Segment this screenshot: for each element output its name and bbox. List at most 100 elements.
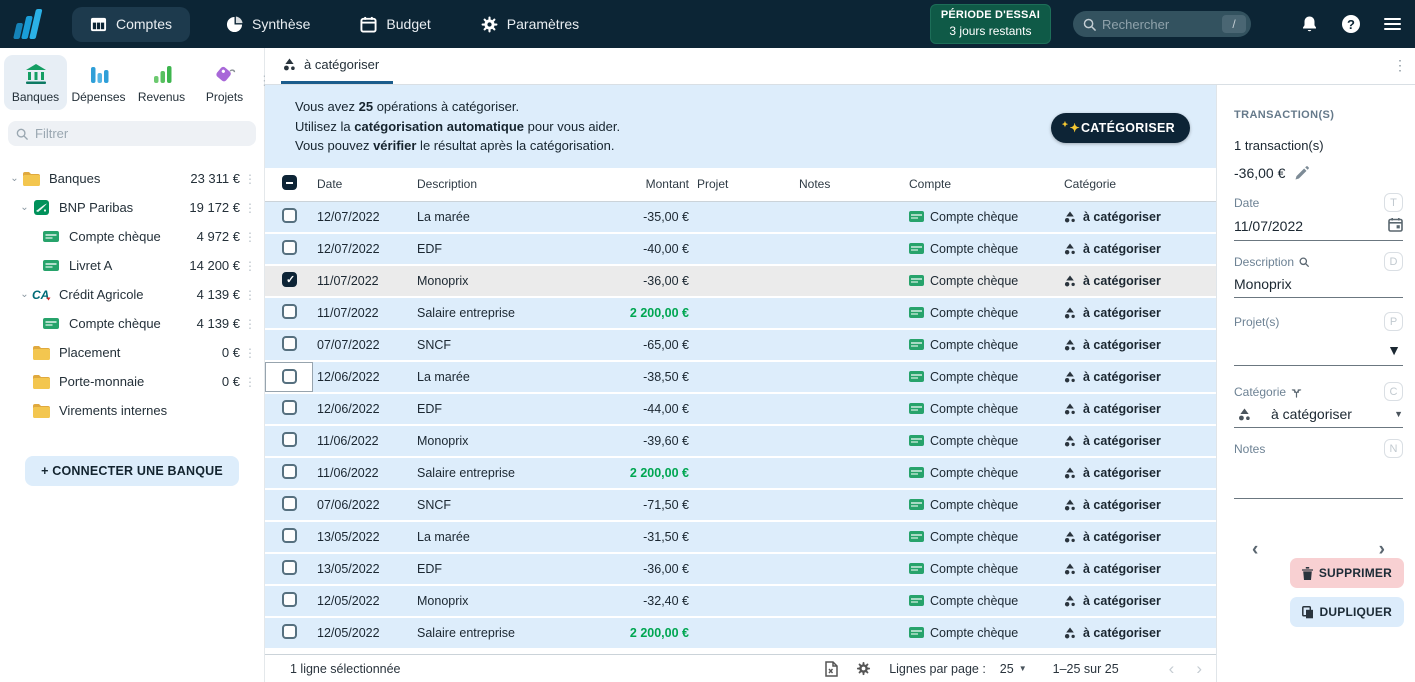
notifications-button[interactable] xyxy=(1301,15,1318,33)
card-icon xyxy=(909,371,924,382)
row-checkbox[interactable] xyxy=(282,336,297,351)
cell-date: 12/06/2022 xyxy=(313,370,413,384)
calendar-icon[interactable] xyxy=(1388,217,1403,235)
tab-a-categoriser[interactable]: à catégoriser xyxy=(281,48,393,84)
nav-item-comptes[interactable]: Comptes xyxy=(72,7,190,42)
notes-input[interactable] xyxy=(1234,480,1403,499)
table-row[interactable]: 12/05/2022 Salaire entreprise 2 200,00 €… xyxy=(265,618,1216,648)
table-row[interactable]: 11/07/2022 Monoprix -36,00 € Compte chèq… xyxy=(265,266,1216,296)
account-filter[interactable] xyxy=(8,121,256,146)
chevron-down-icon[interactable]: ⌄ xyxy=(18,202,31,213)
cell-category[interactable]: à catégoriser xyxy=(1060,274,1215,288)
table-row[interactable]: 11/06/2022 Salaire entreprise 2 200,00 €… xyxy=(265,458,1216,488)
table-row[interactable]: 07/06/2022 SNCF -71,50 € Compte chèque à… xyxy=(265,490,1216,520)
previous-transaction-button[interactable]: ‹ xyxy=(1252,539,1258,561)
table-row[interactable]: 13/05/2022 La marée -31,50 € Compte chèq… xyxy=(265,522,1216,552)
search-input[interactable] xyxy=(1096,17,1222,32)
table-row[interactable]: 13/05/2022 EDF -36,00 € Compte chèque à … xyxy=(265,554,1216,584)
table-settings-button[interactable] xyxy=(856,661,871,676)
account-menu-button[interactable]: ⋮ xyxy=(242,375,258,389)
sidebar-tab-depenses[interactable]: Dépenses xyxy=(67,55,130,110)
cell-category[interactable]: à catégoriser xyxy=(1060,210,1215,224)
sidebar-tab-revenus[interactable]: Revenus xyxy=(130,55,193,110)
help-button[interactable]: ? xyxy=(1342,15,1360,33)
cell-category[interactable]: à catégoriser xyxy=(1060,338,1215,352)
cell-category[interactable]: à catégoriser xyxy=(1060,594,1215,608)
account-menu-button[interactable]: ⋮ xyxy=(242,259,258,273)
account-tree-item[interactable]: ⌄ CA Crédit Agricole 4 139 € ⋮ xyxy=(0,280,264,309)
account-menu-button[interactable]: ⋮ xyxy=(242,288,258,302)
duplicate-button[interactable]: DUPLIQUER xyxy=(1290,597,1404,627)
row-checkbox[interactable] xyxy=(282,304,297,319)
delete-button[interactable]: SUPPRIMER xyxy=(1290,558,1404,588)
nav-item-synthese[interactable]: Synthèse xyxy=(212,7,324,42)
account-menu-button[interactable]: ⋮ xyxy=(242,172,258,186)
table-row[interactable]: 12/07/2022 EDF -40,00 € Compte chèque à … xyxy=(265,234,1216,264)
account-tree-item[interactable]: Compte chèque 4 139 € ⋮ xyxy=(0,309,264,338)
nav-item-budget[interactable]: Budget xyxy=(346,7,444,42)
row-checkbox[interactable] xyxy=(282,432,297,447)
export-button[interactable] xyxy=(825,661,838,677)
cell-category[interactable]: à catégoriser xyxy=(1060,402,1215,416)
previous-page-button[interactable]: ‹ xyxy=(1169,660,1175,677)
projects-select[interactable]: ▼ xyxy=(1234,336,1403,366)
chevron-down-icon[interactable]: ⌄ xyxy=(18,289,31,300)
row-checkbox[interactable] xyxy=(282,240,297,255)
tabbar-menu[interactable]: ⋮ xyxy=(1393,57,1407,74)
table-row[interactable]: 11/07/2022 Salaire entreprise 2 200,00 €… xyxy=(265,298,1216,328)
row-checkbox[interactable] xyxy=(282,400,297,415)
table-row[interactable]: 12/05/2022 Monoprix -32,40 € Compte chèq… xyxy=(265,586,1216,616)
account-tree-item[interactable]: Virements internes ⋮ xyxy=(0,396,264,425)
cell-category[interactable]: à catégoriser xyxy=(1060,530,1215,544)
row-checkbox[interactable] xyxy=(282,496,297,511)
description-input[interactable]: Monoprix xyxy=(1234,276,1403,298)
trial-period-badge[interactable]: PÉRIODE D'ESSAI 3 jours restants xyxy=(930,4,1051,43)
row-checkbox[interactable] xyxy=(282,369,297,384)
table-row[interactable]: 11/06/2022 Monoprix -39,60 € Compte chèq… xyxy=(265,426,1216,456)
table-row[interactable]: 12/06/2022 La marée -38,50 € Compte chèq… xyxy=(265,362,1216,392)
row-checkbox[interactable] xyxy=(282,560,297,575)
cell-category[interactable]: à catégoriser xyxy=(1060,498,1215,512)
menu-button[interactable] xyxy=(1384,18,1401,30)
row-checkbox[interactable] xyxy=(282,464,297,479)
row-checkbox[interactable] xyxy=(282,208,297,223)
connect-bank-button[interactable]: + CONNECTER UNE BANQUE xyxy=(25,456,239,486)
cell-category[interactable]: à catégoriser xyxy=(1060,306,1215,320)
cell-category[interactable]: à catégoriser xyxy=(1060,242,1215,256)
account-menu-button[interactable]: ⋮ xyxy=(242,201,258,215)
cell-category[interactable]: à catégoriser xyxy=(1060,370,1215,384)
row-checkbox[interactable] xyxy=(282,272,297,287)
account-menu-button[interactable]: ⋮ xyxy=(242,230,258,244)
chevron-down-icon[interactable]: ⌄ xyxy=(8,173,21,184)
rows-per-page-select[interactable]: 25 ▼ xyxy=(1000,662,1027,676)
edit-pencil-icon[interactable] xyxy=(1294,166,1309,181)
cell-category[interactable]: à catégoriser xyxy=(1060,562,1215,576)
global-search[interactable]: / xyxy=(1073,11,1251,37)
category-select[interactable]: à catégoriser ▼ xyxy=(1234,406,1403,428)
account-tree-item[interactable]: Porte-monnaie 0 € ⋮ xyxy=(0,367,264,396)
row-checkbox[interactable] xyxy=(282,592,297,607)
sidebar-tab-projets[interactable]: Projets xyxy=(193,55,256,110)
select-all-checkbox[interactable] xyxy=(282,175,297,190)
account-tree-item[interactable]: ⌄ BNP Paribas 19 172 € ⋮ xyxy=(0,193,264,222)
account-tree-item[interactable]: ⌄ Banques 23 311 € ⋮ xyxy=(0,164,264,193)
table-row[interactable]: 12/06/2022 EDF -44,00 € Compte chèque à … xyxy=(265,394,1216,424)
table-row[interactable]: 12/07/2022 La marée -35,00 € Compte chèq… xyxy=(265,202,1216,232)
date-input[interactable]: 11/07/2022 xyxy=(1234,217,1403,241)
row-checkbox[interactable] xyxy=(282,624,297,639)
next-page-button[interactable]: › xyxy=(1196,660,1202,677)
account-tree-item[interactable]: Livret A 14 200 € ⋮ xyxy=(0,251,264,280)
cell-category[interactable]: à catégoriser xyxy=(1060,434,1215,448)
sidebar-tab-banques[interactable]: Banques xyxy=(4,55,67,110)
account-menu-button[interactable]: ⋮ xyxy=(242,346,258,360)
table-row[interactable]: 07/07/2022 SNCF -65,00 € Compte chèque à… xyxy=(265,330,1216,360)
account-tree-item[interactable]: Placement 0 € ⋮ xyxy=(0,338,264,367)
auto-categorize-button[interactable]: ✦✦ CATÉGORISER xyxy=(1051,113,1190,143)
row-checkbox[interactable] xyxy=(282,528,297,543)
cell-category[interactable]: à catégoriser xyxy=(1060,466,1215,480)
account-tree-item[interactable]: Compte chèque 4 972 € ⋮ xyxy=(0,222,264,251)
filter-input[interactable] xyxy=(28,126,248,141)
nav-item-parametres[interactable]: Paramètres xyxy=(467,7,593,42)
account-menu-button[interactable]: ⋮ xyxy=(242,317,258,331)
cell-category[interactable]: à catégoriser xyxy=(1060,626,1215,640)
